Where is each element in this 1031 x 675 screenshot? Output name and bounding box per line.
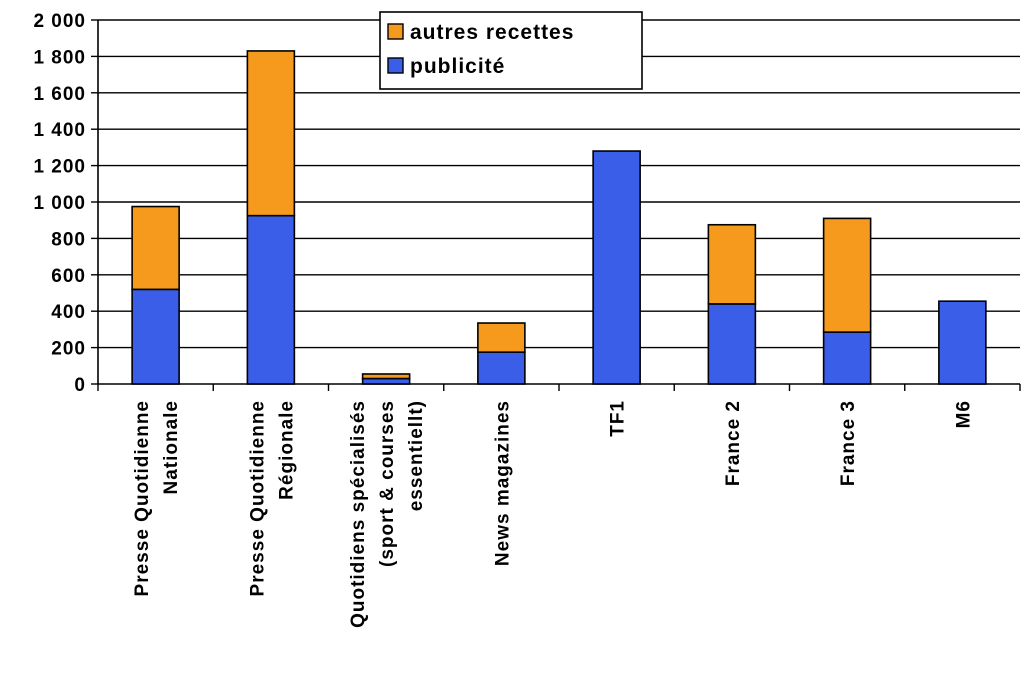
bar-publicite[interactable] xyxy=(361,377,411,385)
x-tick-label: M6 xyxy=(953,400,974,428)
legend-label: autres recettes xyxy=(410,21,574,44)
x-tick-label-line: essentiellt) xyxy=(406,400,427,511)
x-tick-label: Quotidiens spécialisés (sport & courses es… xyxy=(348,400,427,628)
x-tick-label-line: M6 xyxy=(953,400,974,428)
x-tick-label: France 2 xyxy=(723,400,744,486)
bar-autres-recettes[interactable] xyxy=(822,217,872,333)
x-tick-label-line: France 3 xyxy=(838,400,859,486)
y-tick-label: 600 xyxy=(51,266,86,287)
y-tick-label: 1 600 xyxy=(33,84,86,105)
legend-box xyxy=(379,11,643,90)
y-tick-label: 1 400 xyxy=(33,120,86,141)
y-tick-label: 1 200 xyxy=(33,157,86,178)
x-tick-label-line: Nationale xyxy=(161,400,182,495)
x-tick-label-line: News magazines xyxy=(492,400,513,566)
bar-publicite[interactable] xyxy=(707,303,757,385)
y-tick-label: 800 xyxy=(51,229,86,250)
bar-autres-recettes[interactable] xyxy=(131,205,180,291)
bar-publicite[interactable] xyxy=(822,331,872,385)
bar-publicite[interactable] xyxy=(246,214,296,385)
x-tick-label-line: Presse Quotidienne xyxy=(132,400,153,596)
bar-autres-recettes[interactable] xyxy=(477,322,526,353)
x-tick-label: Presse Quotidienne Nationale xyxy=(132,400,182,596)
bar-publicite[interactable] xyxy=(938,300,987,385)
legend-swatch xyxy=(387,57,404,74)
legend-label: publicité xyxy=(410,55,505,78)
x-tick-label: Presse Quotidienne Régionale xyxy=(247,400,297,596)
bar-autres-recettes[interactable] xyxy=(361,373,411,380)
legend-swatch xyxy=(387,23,404,40)
bar-publicite[interactable] xyxy=(592,150,641,385)
x-tick-label-line: Régionale xyxy=(276,400,297,500)
bar-autres-recettes[interactable] xyxy=(246,50,296,217)
y-tick-label: 2 000 xyxy=(33,11,86,32)
y-tick-label: 400 xyxy=(51,302,86,323)
bar-autres-recettes[interactable] xyxy=(707,223,757,305)
x-tick-label-line: Presse Quotidienne xyxy=(247,400,268,596)
x-tick-label: News magazines xyxy=(492,400,513,566)
y-tick-label: 0 xyxy=(74,375,86,396)
y-tick-label: 1 800 xyxy=(33,47,86,68)
y-tick-label: 200 xyxy=(51,339,86,360)
x-tick-label-line: (sport & courses xyxy=(377,400,398,567)
x-tick-label-line: Quotidiens spécialisés xyxy=(348,400,369,628)
x-tick-label-line: TF1 xyxy=(608,400,629,437)
y-tick-label: 1 000 xyxy=(33,193,86,214)
x-tick-label: TF1 xyxy=(608,400,629,437)
x-tick-label: France 3 xyxy=(838,400,859,486)
bar-publicite[interactable] xyxy=(477,351,526,385)
bar-publicite[interactable] xyxy=(131,288,180,385)
x-tick-label-line: France 2 xyxy=(723,400,744,486)
